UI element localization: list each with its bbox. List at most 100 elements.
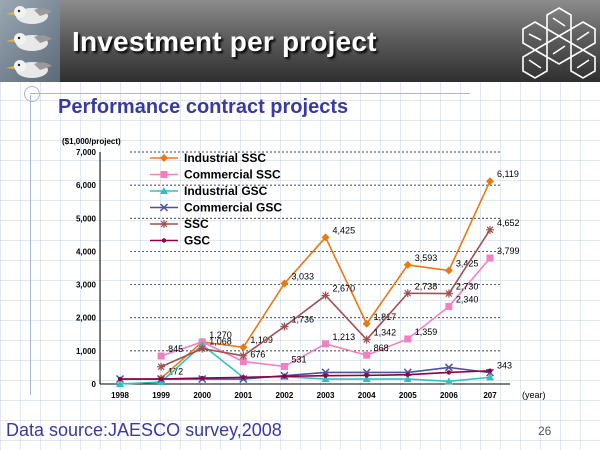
x-tick-label: 1999: [152, 391, 170, 400]
data-point: [239, 351, 248, 360]
data-label: 2,670: [333, 284, 356, 294]
data-point: [282, 374, 287, 379]
data-source-note: Data source:JAESCO survey,2008: [6, 420, 282, 440]
data-label: 1,109: [250, 335, 273, 345]
data-point: [362, 335, 371, 344]
data-point: [363, 351, 371, 359]
data-point: [403, 375, 412, 383]
data-label: 172: [168, 366, 183, 376]
data-point: [280, 322, 289, 331]
decor-line: [30, 93, 470, 94]
data-label: 1,270: [209, 330, 232, 340]
y-tick-label: 6,000: [76, 181, 97, 190]
data-point: [405, 372, 410, 377]
data-point: [362, 375, 371, 383]
data-label: 1,213: [333, 332, 356, 342]
y-tick-label: 1,000: [76, 347, 97, 356]
legend-label: SSC: [184, 217, 209, 231]
data-point: [444, 363, 453, 372]
data-label: 2,738: [415, 281, 438, 291]
legend-label: Commercial SSC: [184, 168, 281, 182]
data-point: [280, 279, 289, 288]
x-tick-label: 2003: [317, 391, 335, 400]
data-point: [364, 373, 369, 378]
data-point: [486, 254, 494, 262]
data-point: [486, 225, 494, 234]
data-label: 531: [291, 354, 306, 364]
data-label: 2,340: [456, 294, 479, 304]
data-label: 1,736: [291, 314, 314, 324]
data-point: [160, 187, 168, 194]
slide-subtitle: Performance contract projects: [58, 96, 349, 118]
y-tick-label: 2,000: [76, 314, 97, 323]
data-label: 676: [250, 350, 265, 360]
data-label: 1,068: [209, 337, 232, 347]
data-label: 1,342: [374, 328, 397, 338]
data-point: [486, 373, 494, 381]
data-point: [158, 376, 164, 382]
data-point: [444, 266, 453, 275]
slide-title: Investment per project: [72, 26, 377, 57]
data-point: [161, 238, 167, 243]
data-point: [160, 220, 168, 228]
data-point: [117, 376, 123, 382]
data-label: 868: [374, 343, 389, 353]
x-tick-label: 2005: [399, 391, 417, 400]
series-line: [120, 369, 491, 380]
data-point: [487, 368, 493, 373]
legend-label: GSC: [184, 234, 210, 248]
data-point: [157, 352, 165, 360]
y-tick-label: 3,000: [76, 281, 97, 290]
data-point: [362, 319, 371, 328]
x-tick-label: 2001: [234, 391, 252, 400]
slide-header: Investment per project: [0, 0, 600, 82]
y-tick-label: 7,000: [76, 148, 97, 157]
data-label: 4,425: [333, 225, 356, 235]
data-label: 6,119: [497, 169, 519, 179]
data-label: 1,817: [374, 312, 397, 322]
x-axis-title: (year): [522, 390, 546, 400]
y-tick-label: 0: [92, 380, 97, 389]
data-point: [280, 362, 288, 370]
data-point: [403, 260, 412, 269]
data-point: [198, 344, 207, 353]
data-point: [157, 362, 166, 371]
data-point: [403, 289, 412, 298]
legend-label: Industrial GSC: [184, 184, 268, 198]
legend-label: Commercial GSC: [184, 201, 282, 215]
data-point: [239, 343, 248, 352]
x-tick-label: 1998: [111, 391, 129, 400]
data-point: [445, 302, 453, 310]
x-tick-label: 207: [483, 391, 497, 400]
data-point: [321, 291, 330, 300]
bird-icon: [6, 60, 52, 78]
hexagon-logo-icon: [522, 7, 596, 79]
data-label: 3,799: [497, 246, 520, 256]
x-tick-label: 2004: [358, 391, 376, 400]
data-point: [239, 358, 247, 366]
x-tick-label: 2000: [193, 391, 211, 400]
decor-divider: [30, 95, 31, 395]
data-label: 343: [497, 361, 512, 371]
data-point: [160, 154, 168, 162]
data-point: [157, 378, 166, 386]
y-tick-label: 5,000: [76, 214, 97, 223]
bird-photo-strip: [0, 0, 60, 82]
y-tick-label: 4,000: [76, 247, 97, 256]
data-label: 4,652: [497, 218, 520, 228]
data-point: [116, 380, 124, 387]
data-label: 3,593: [415, 253, 438, 263]
data-point: [446, 370, 452, 375]
data-label: 3,425: [456, 258, 479, 268]
decor-circle: [24, 86, 40, 102]
series-line: [119, 343, 491, 385]
bird-icon: [6, 6, 52, 24]
data-point: [404, 335, 412, 343]
data-point: [444, 289, 453, 298]
data-point: [159, 203, 169, 212]
data-label: 3,033: [291, 271, 314, 281]
bird-icon: [6, 33, 52, 51]
data-point: [486, 177, 494, 186]
data-point: [241, 375, 246, 380]
page-number: 26: [538, 424, 552, 438]
